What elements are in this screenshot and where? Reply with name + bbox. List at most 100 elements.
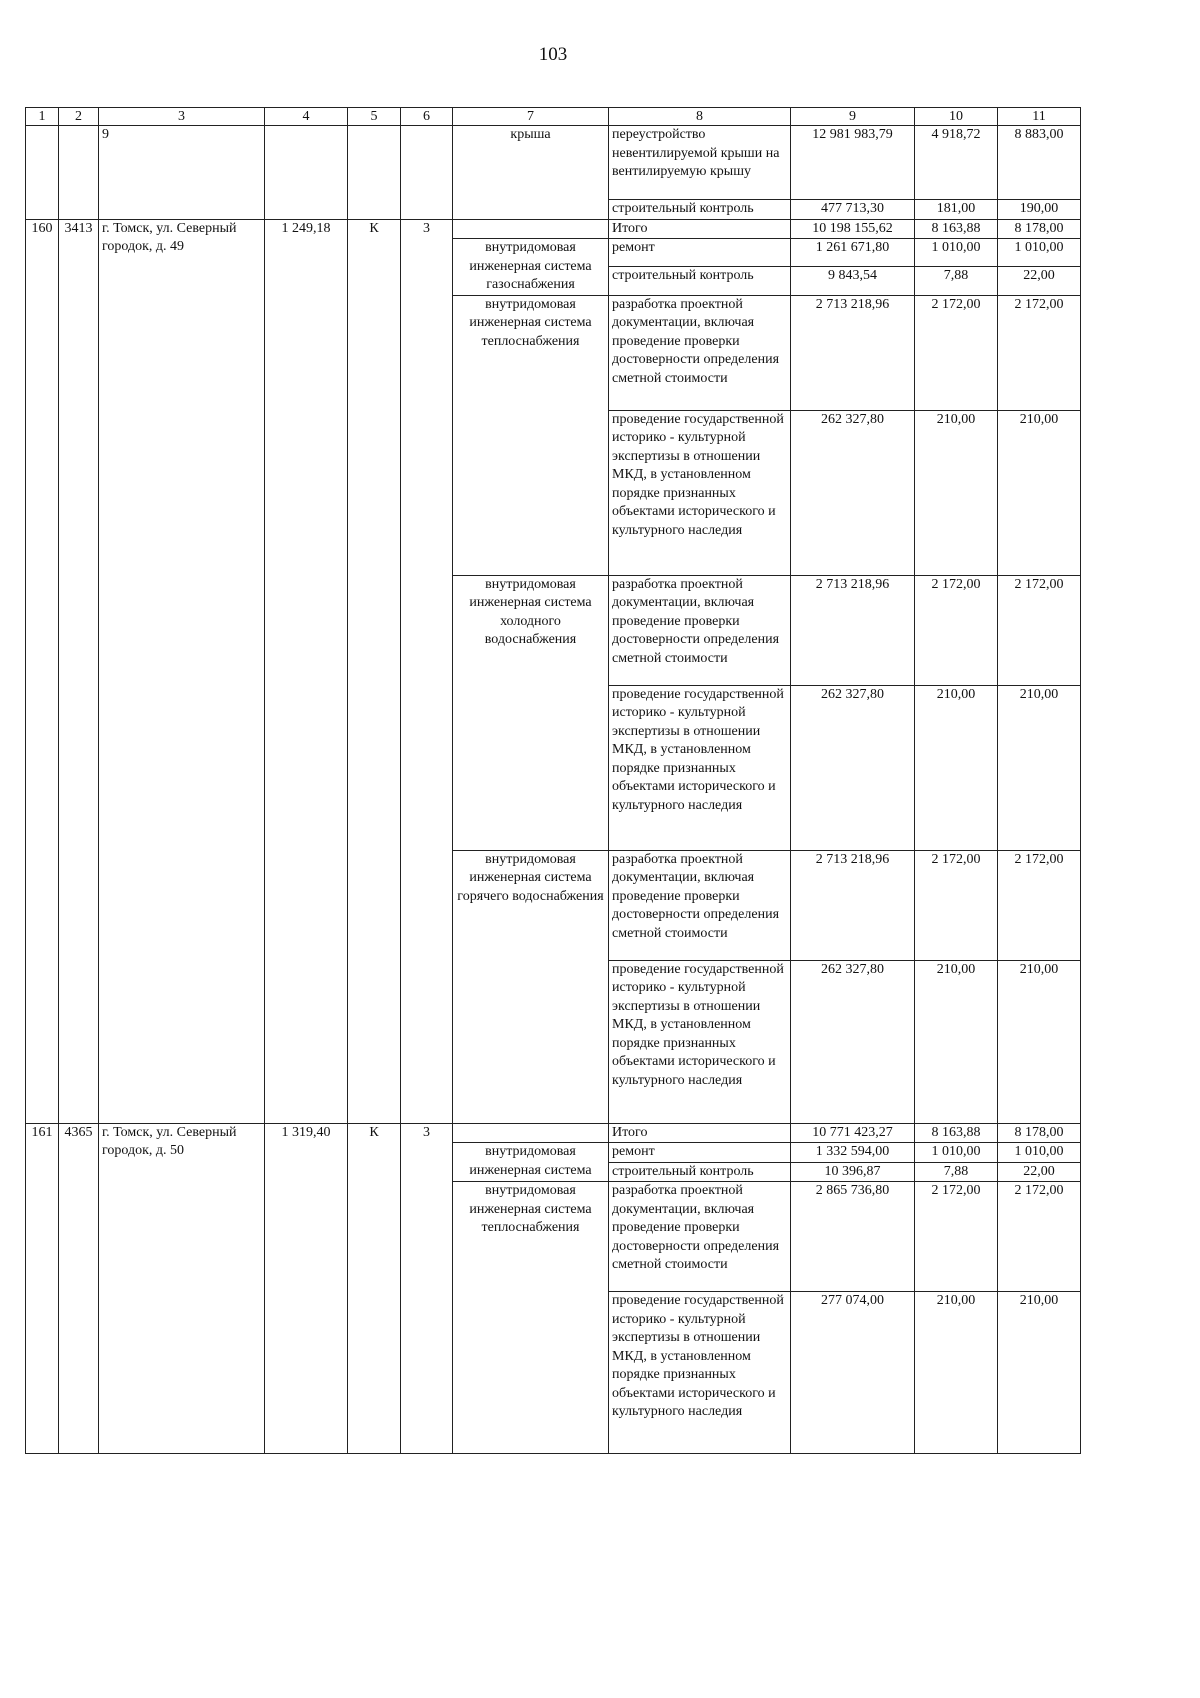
table-row: проведение государственной историко - ку… bbox=[26, 959, 1081, 1124]
cell-cost: 262 327,80 bbox=[790, 409, 915, 576]
cell-number: 161 bbox=[25, 1122, 59, 1454]
cell-max-cost: 8 178,00 bbox=[997, 218, 1081, 239]
column-header: 4 bbox=[264, 107, 348, 126]
table-row: проведение государственной историко - ку… bbox=[26, 409, 1081, 576]
cell-work: ремонт bbox=[608, 1142, 791, 1163]
repair-program-table: 1 2 3 4 5 6 7 8 9 10 11 9 крыша переустр… bbox=[25, 107, 1081, 1454]
cell-unit-cost: 4 918,72 bbox=[914, 125, 998, 200]
column-header: 3 bbox=[98, 107, 265, 126]
cell-unit-cost: 8 163,88 bbox=[914, 218, 998, 239]
cell-max-cost: 210,00 bbox=[997, 1291, 1081, 1454]
table-row: 9 крыша переустройство невентилируемой к… bbox=[25, 125, 1081, 220]
column-header: 2 bbox=[58, 107, 99, 126]
cell-address: г. Томск, ул. Северный городок, д. 49 bbox=[98, 218, 265, 1124]
cell-max-cost: 2 172,00 bbox=[997, 574, 1081, 686]
column-header: 5 bbox=[347, 107, 401, 126]
cell-cost: 10 198 155,62 bbox=[790, 218, 915, 239]
cell-id: 3413 bbox=[58, 218, 99, 1124]
cell-cost: 262 327,80 bbox=[790, 684, 915, 851]
table-row: внутридомовая инженерная система теплосн… bbox=[26, 1181, 1081, 1454]
cell-unit-cost: 7,88 bbox=[914, 1161, 998, 1182]
cell-max-cost: 8 178,00 bbox=[997, 1122, 1081, 1143]
page-number: 103 bbox=[538, 44, 568, 65]
cell-cost: 12 981 983,79 bbox=[790, 125, 915, 200]
cell-cost: 10 396,87 bbox=[790, 1161, 915, 1182]
cell-work: строительный контроль bbox=[608, 1161, 791, 1182]
cell-unit-cost: 7,88 bbox=[914, 265, 998, 296]
table-row: внутридомовая инженерная система горячег… bbox=[26, 849, 1081, 1124]
cell-type: К bbox=[347, 218, 401, 1124]
cell-unit-cost: 210,00 bbox=[914, 684, 998, 851]
column-header: 1 bbox=[25, 107, 59, 126]
cell-unit-cost: 181,00 bbox=[914, 199, 998, 220]
cell-id bbox=[58, 125, 99, 220]
table-row: строительный контроль 10 396,87 7,88 22,00 bbox=[26, 1161, 1081, 1182]
cell-id: 4365 bbox=[58, 1122, 99, 1454]
cell-unit-cost: 8 163,88 bbox=[914, 1122, 998, 1143]
cell-floors: 3 bbox=[400, 1122, 453, 1454]
cell-number bbox=[25, 125, 59, 220]
cell-element: внутридомовая инженерная система горячег… bbox=[452, 849, 609, 1124]
cell-area: 1 319,40 bbox=[264, 1122, 348, 1454]
cell-work: проведение государственной историко - ку… bbox=[608, 959, 791, 1124]
cell-max-cost: 1 010,00 bbox=[997, 1142, 1081, 1163]
cell-element: внутридомовая инженерная система теплосн… bbox=[452, 1181, 609, 1454]
cell-work: ремонт bbox=[608, 238, 791, 267]
cell-unit-cost: 2 172,00 bbox=[914, 294, 998, 411]
cell-work: переустройство невентилируемой крыши на … bbox=[608, 125, 791, 200]
cell-unit-cost: 210,00 bbox=[914, 409, 998, 576]
cell-max-cost: 1 010,00 bbox=[997, 238, 1081, 267]
table-row: строительный контроль 477 713,30 181,00 … bbox=[26, 199, 1081, 220]
cell-work: проведение государственной историко - ку… bbox=[608, 409, 791, 576]
cell-max-cost: 22,00 bbox=[997, 265, 1081, 296]
column-header: 11 bbox=[997, 107, 1081, 126]
cell-address: 9 bbox=[98, 125, 265, 220]
cell-element bbox=[452, 1122, 609, 1143]
cell-max-cost: 8 883,00 bbox=[997, 125, 1081, 200]
table-row-r160-total: 160 3413 г. Томск, ул. Северный городок, д… bbox=[25, 218, 1081, 1124]
cell-work: проведение государственной историко - ку… bbox=[608, 1291, 791, 1454]
column-header: 10 bbox=[914, 107, 998, 126]
cell-area: 1 249,18 bbox=[264, 218, 348, 1124]
cell-element: внутридомовая инженерная система холодно… bbox=[452, 574, 609, 851]
cell-type bbox=[347, 125, 401, 220]
cell-max-cost: 210,00 bbox=[997, 959, 1081, 1124]
cell-max-cost: 210,00 bbox=[997, 409, 1081, 576]
cell-work: разработка проектной документации, включ… bbox=[608, 1181, 791, 1292]
cell-unit-cost: 210,00 bbox=[914, 959, 998, 1124]
cell-cost: 1 332 594,00 bbox=[790, 1142, 915, 1163]
cell-number: 160 bbox=[25, 218, 59, 1124]
cell-cost: 9 843,54 bbox=[790, 265, 915, 296]
cell-cost: 262 327,80 bbox=[790, 959, 915, 1124]
cell-area bbox=[264, 125, 348, 220]
table-row: проведение государственной историко - ку… bbox=[26, 1291, 1081, 1454]
cell-work: разработка проектной документации, включ… bbox=[608, 849, 791, 961]
column-numbers-row: 1 2 3 4 5 6 7 8 9 10 11 bbox=[25, 107, 1081, 126]
cell-address: г. Томск, ул. Северный городок, д. 50 bbox=[98, 1122, 265, 1454]
table-row-r161-total: 161 4365 г. Томск, ул. Северный городок, д… bbox=[25, 1122, 1081, 1454]
column-header: 6 bbox=[400, 107, 453, 126]
cell-cost: 277 074,00 bbox=[790, 1291, 915, 1454]
cell-cost: 2 713 218,96 bbox=[790, 574, 915, 686]
cell-unit-cost: 210,00 bbox=[914, 1291, 998, 1454]
cell-type: К bbox=[347, 1122, 401, 1454]
cell-max-cost: 2 172,00 bbox=[997, 849, 1081, 961]
cell-unit-cost: 2 172,00 bbox=[914, 1181, 998, 1292]
cell-floors: 3 bbox=[400, 218, 453, 1124]
cell-unit-cost: 2 172,00 bbox=[914, 574, 998, 686]
cell-cost: 1 261 671,80 bbox=[790, 238, 915, 267]
cell-unit-cost: 2 172,00 bbox=[914, 849, 998, 961]
cell-work: Итого bbox=[608, 1122, 791, 1143]
cell-work: Итого bbox=[608, 218, 791, 239]
cell-element: внутридомовая инженерная система газосна… bbox=[452, 238, 609, 296]
cell-element: внутридомовая инженерная система bbox=[452, 1142, 609, 1182]
table-row: строительный контроль 9 843,54 7,88 22,00 bbox=[26, 265, 1081, 296]
column-header: 8 bbox=[608, 107, 791, 126]
cell-max-cost: 190,00 bbox=[997, 199, 1081, 220]
table-row: внутридомовая инженерная система холодно… bbox=[26, 574, 1081, 851]
cell-unit-cost: 1 010,00 bbox=[914, 1142, 998, 1163]
column-header: 9 bbox=[790, 107, 915, 126]
cell-cost: 477 713,30 bbox=[790, 199, 915, 220]
table-row: внутридомовая инженерная система теплосн… bbox=[26, 294, 1081, 576]
cell-work: разработка проектной документации, включ… bbox=[608, 294, 791, 411]
